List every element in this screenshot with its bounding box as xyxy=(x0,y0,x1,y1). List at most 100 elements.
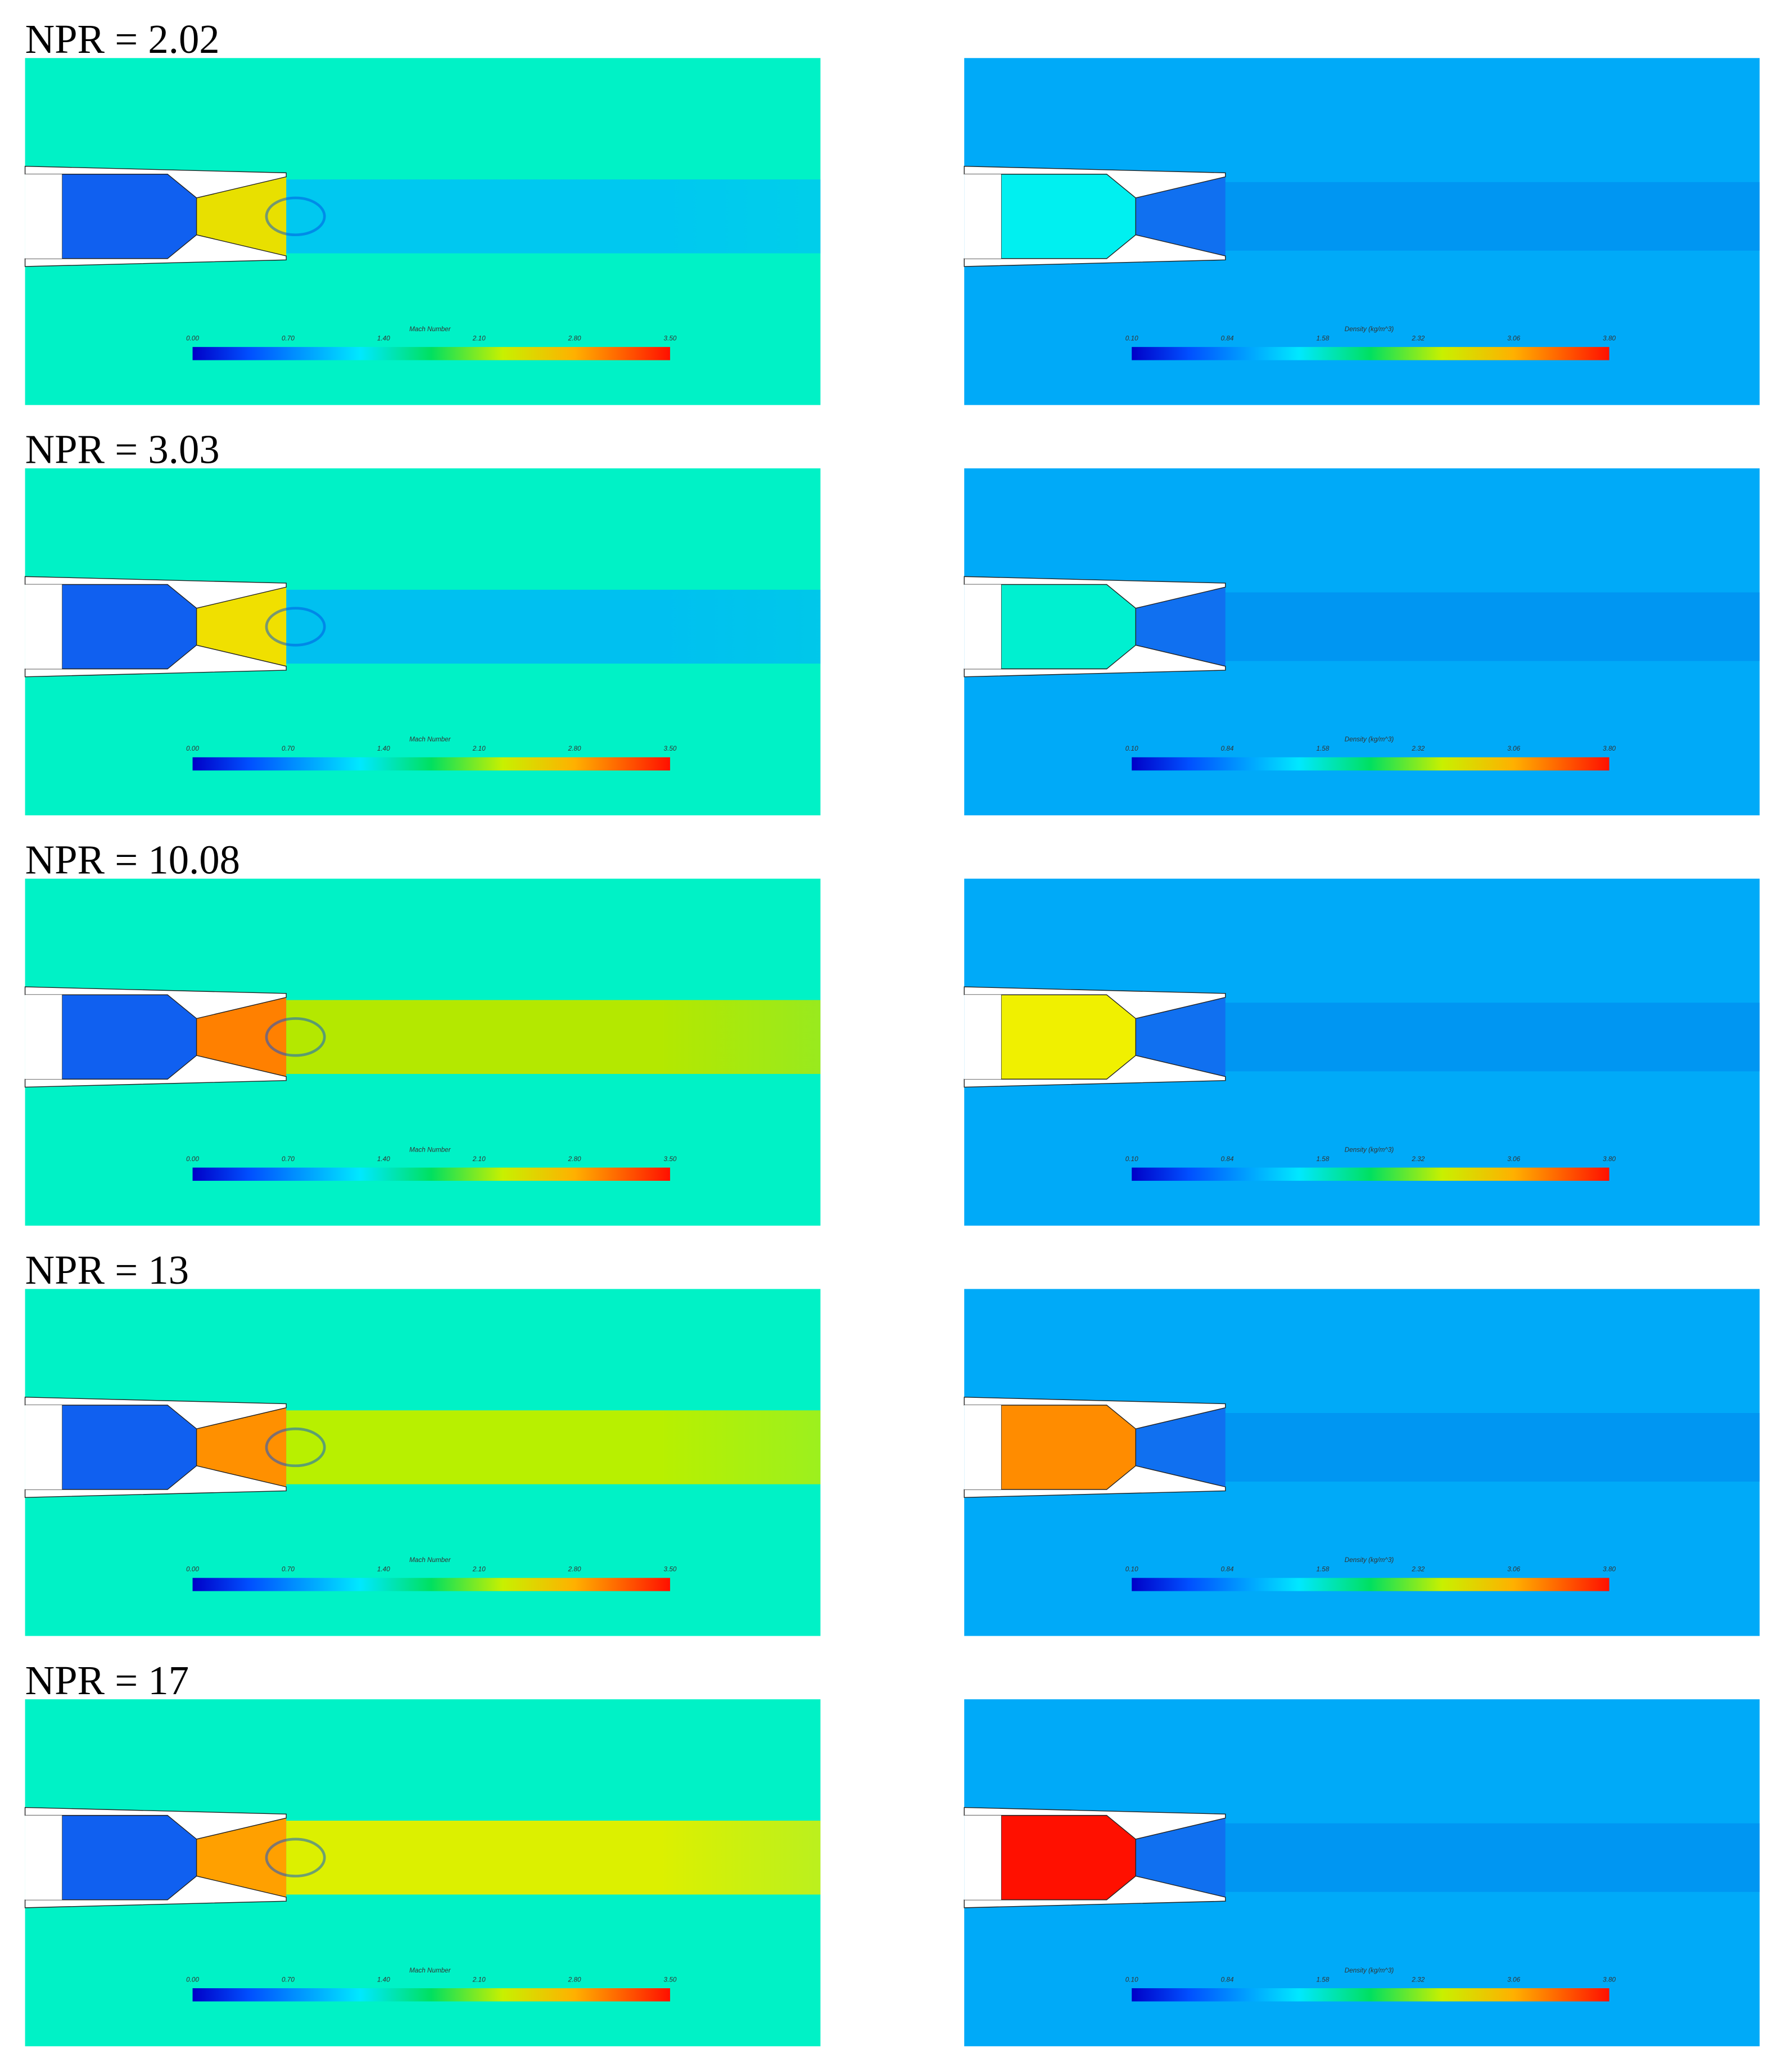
panel-label: NPR = 10.08 xyxy=(25,837,240,882)
shock xyxy=(265,607,326,647)
colorbar-tick-label: 3.06 xyxy=(1507,1566,1520,1573)
colorbar-title: Density (kg/m^3) xyxy=(1345,326,1394,333)
mach-diverging xyxy=(196,1818,287,1898)
density-plume xyxy=(1225,1003,1760,1072)
colorbar-tick-label: 3.50 xyxy=(664,745,677,752)
density-panel: Density (kg/m^3) 0.10 0.84 1.58 2.32 3.06 3.80 xyxy=(964,468,1760,816)
colorbar-title: Density (kg/m^3) xyxy=(1345,1967,1394,1974)
colorbar-tick-label: 0.10 xyxy=(1125,1976,1138,1983)
colorbar-tick-label: 2.80 xyxy=(568,1566,581,1573)
colorbar-tick-label: 3.50 xyxy=(664,335,677,342)
colorbar-tick-label: 0.10 xyxy=(1125,1155,1138,1163)
colorbar-tick-label: 0.00 xyxy=(186,335,199,342)
density-chamber xyxy=(1001,174,1136,259)
colorbar-title: Mach Number xyxy=(409,736,451,743)
colorbar-tick-label: 3.06 xyxy=(1507,745,1520,752)
colorbar-tick-label: 0.70 xyxy=(282,1155,295,1163)
colorbar-tick-label: 0.00 xyxy=(186,1155,199,1163)
colorbar-tick-label: 3.06 xyxy=(1507,335,1520,342)
nozzle-body xyxy=(25,174,62,259)
colorbar-tick-label: 2.10 xyxy=(472,745,486,752)
colorbar-tick-label: 0.70 xyxy=(282,335,295,342)
nozzle-body xyxy=(964,995,1001,1080)
density-panel: Density (kg/m^3) 0.10 0.84 1.58 2.32 3.06 3.80 xyxy=(964,1289,1760,1636)
colorbar xyxy=(192,757,670,771)
colorbar-title: Mach Number xyxy=(409,1556,451,1564)
colorbar-tick-label: 0.70 xyxy=(282,1566,295,1573)
mach-panel: Mach Number 0.00 0.70 1.40 2.10 2.80 3.50 xyxy=(24,58,821,405)
mach-panel: Mach Number 0.00 0.70 1.40 2.10 2.80 3.50 xyxy=(24,878,821,1226)
shock xyxy=(265,1427,326,1468)
mach-panel: Mach Number 0.00 0.70 1.40 2.10 2.80 3.50 xyxy=(24,1699,821,2047)
colorbar-title: Mach Number xyxy=(409,326,451,333)
shock xyxy=(265,1017,326,1057)
colorbar-tick-label: 0.70 xyxy=(282,745,295,752)
density-diverging xyxy=(1136,177,1226,256)
colorbar-tick-label: 0.84 xyxy=(1221,745,1234,752)
mach-plume xyxy=(286,1000,821,1074)
panel-label: NPR = 3.03 xyxy=(25,427,220,472)
panel-label: NPR = 13 xyxy=(25,1247,189,1293)
colorbar-title: Mach Number xyxy=(409,1967,451,1974)
colorbar-tick-label: 0.84 xyxy=(1221,1976,1234,1983)
colorbar-tick-label: 2.32 xyxy=(1411,1976,1425,1983)
colorbar-tick-label: 0.84 xyxy=(1221,1155,1234,1163)
nozzle-wall xyxy=(964,644,1226,678)
colorbar-tick-label: 3.80 xyxy=(1603,1976,1616,1983)
colorbar-tick-label: 2.80 xyxy=(568,335,581,342)
colorbar-tick-label: 0.10 xyxy=(1125,335,1138,342)
colorbar-tick-label: 0.84 xyxy=(1221,335,1234,342)
density-panel: Density (kg/m^3) 0.10 0.84 1.58 2.32 3.06 3.80 xyxy=(964,878,1760,1226)
density-diverging xyxy=(1136,1818,1226,1898)
colorbar-tick-label: 2.32 xyxy=(1411,1566,1425,1573)
colorbar-tick-label: 3.50 xyxy=(664,1976,677,1983)
shock xyxy=(265,196,326,237)
colorbar xyxy=(192,1578,670,1591)
panel-label: NPR = 2.02 xyxy=(25,16,220,62)
colorbar xyxy=(1132,347,1609,360)
colorbar-tick-label: 1.58 xyxy=(1317,745,1330,752)
shock xyxy=(265,1838,326,1877)
nozzle-body xyxy=(964,174,1001,259)
colorbar-tick-label: 2.10 xyxy=(472,1976,486,1983)
nozzle-body xyxy=(25,995,62,1080)
mach-plume xyxy=(286,589,821,664)
colorbar-tick-label: 0.00 xyxy=(186,745,199,752)
colorbar-tick-label: 3.50 xyxy=(664,1155,677,1163)
colorbar-tick-label: 0.10 xyxy=(1125,1566,1138,1573)
colorbar-tick-label: 1.40 xyxy=(377,1976,390,1983)
density-diverging xyxy=(1136,997,1226,1077)
colorbar-tick-label: 3.06 xyxy=(1507,1155,1520,1163)
colorbar-tick-label: 1.58 xyxy=(1317,1976,1330,1983)
colorbar-tick-label: 1.40 xyxy=(377,1566,390,1573)
mach-plume xyxy=(286,179,821,254)
colorbar-tick-label: 3.80 xyxy=(1603,335,1616,342)
colorbar xyxy=(1132,1167,1609,1181)
colorbar-tick-label: 0.84 xyxy=(1221,1566,1234,1573)
colorbar-tick-label: 1.40 xyxy=(377,335,390,342)
nozzle-body xyxy=(25,1815,62,1900)
mach-panel: Mach Number 0.00 0.70 1.40 2.10 2.80 3.50 xyxy=(24,1289,821,1636)
colorbar-tick-label: 2.32 xyxy=(1411,335,1425,342)
mach-diverging xyxy=(196,1407,287,1487)
density-chamber xyxy=(1001,1405,1136,1490)
colorbar-tick-label: 1.58 xyxy=(1317,1155,1330,1163)
nozzle-body xyxy=(25,584,62,669)
colorbar-tick-label: 2.10 xyxy=(472,1155,486,1163)
mach-diverging xyxy=(196,587,287,666)
colorbar-title: Mach Number xyxy=(409,1146,451,1153)
nozzle-body xyxy=(964,1815,1001,1900)
density-chamber xyxy=(1001,1814,1136,1901)
mach-chamber xyxy=(61,174,197,259)
colorbar-tick-label: 1.40 xyxy=(377,745,390,752)
colorbar-tick-label: 2.32 xyxy=(1411,745,1425,752)
colorbar-tick-label: 3.80 xyxy=(1603,1155,1616,1163)
density-panel: Density (kg/m^3) 0.10 0.84 1.58 2.32 3.06 3.80 xyxy=(964,58,1760,405)
mach-diverging xyxy=(196,177,287,256)
density-plume xyxy=(1225,1412,1760,1482)
colorbar-tick-label: 1.58 xyxy=(1317,1566,1330,1573)
colorbar-tick-label: 3.06 xyxy=(1507,1976,1520,1983)
nozzle-body xyxy=(964,584,1001,669)
